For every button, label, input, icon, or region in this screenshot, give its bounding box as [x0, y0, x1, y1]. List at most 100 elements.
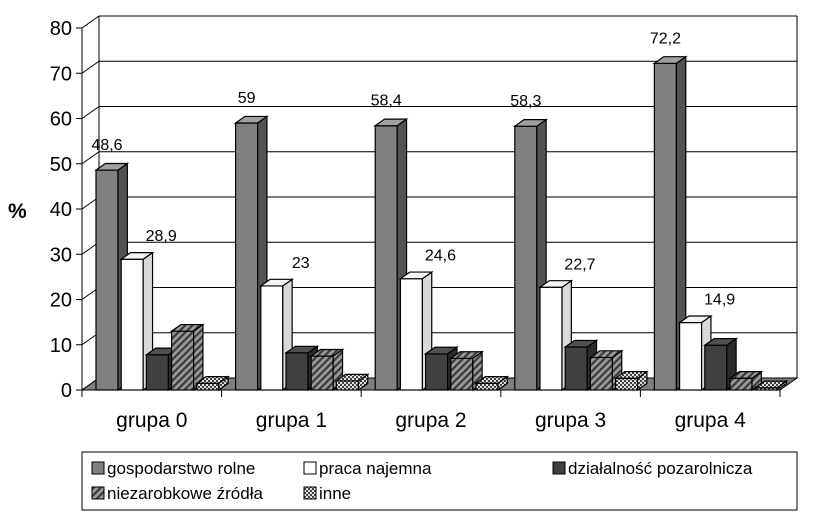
- bar-front: [235, 122, 259, 391]
- y-axis-label: %: [8, 200, 27, 223]
- legend-item: niezarobkowe źródła: [91, 484, 263, 503]
- axes: 0 10 20 30 40 50 60 70 80 grupa 0 grupa 1 grupa 2 gr…: [50, 18, 781, 432]
- legend-swatch: [91, 461, 105, 475]
- bar-top: [284, 345, 320, 354]
- legend-item: działalność pozarolnicza: [552, 459, 753, 478]
- bar: [284, 345, 320, 392]
- legend-label: inne: [319, 484, 351, 503]
- bar: [119, 251, 155, 392]
- bar-top: [474, 376, 510, 384]
- data-labels: 48,6 59 58,4 58,3 72,2 28,9 23 24,6 22,7 14,9: [91, 30, 735, 308]
- bar-front: [145, 354, 169, 391]
- bar-front: [425, 353, 449, 391]
- legend-swatch: [303, 461, 317, 475]
- y-tick-label: 30: [50, 244, 72, 266]
- gridline-side: [81, 106, 100, 119]
- x-tick-label: grupa 2: [395, 409, 466, 432]
- gridline-side: [81, 15, 100, 29]
- data-label: 24,6: [425, 248, 456, 265]
- bar-top: [613, 371, 649, 379]
- legend-label: niezarobkowe źródła: [107, 484, 263, 503]
- data-label: 58,4: [371, 93, 402, 110]
- bar-top: [258, 278, 295, 287]
- bar-front: [704, 344, 728, 391]
- bar-top: [563, 339, 599, 348]
- data-label: 58,3: [510, 93, 541, 110]
- legend-label: praca najemna: [319, 459, 432, 478]
- x-tick-label: grupa 1: [256, 409, 327, 432]
- y-tick-label: 10: [50, 335, 72, 357]
- y-tick-label: 70: [50, 63, 72, 85]
- bar-top: [233, 115, 269, 124]
- bar-front: [678, 321, 703, 391]
- bar-top: [334, 373, 370, 382]
- bar: [194, 375, 231, 392]
- data-label: 28,9: [146, 228, 177, 245]
- bar-front: [614, 377, 639, 391]
- bar-top: [94, 162, 130, 171]
- y-tick-label: 50: [50, 154, 72, 176]
- bar: [373, 117, 409, 392]
- bar-top: [309, 348, 345, 357]
- bar-front: [260, 285, 284, 391]
- legend-label: działalność pozarolnicza: [568, 459, 753, 478]
- data-label: 23: [292, 255, 310, 272]
- bar-front: [120, 258, 144, 391]
- y-tick-label: 40: [50, 199, 72, 221]
- bar-top: [702, 338, 739, 346]
- legend: gospodarstwo rolne praca najemna działalno…: [81, 451, 798, 511]
- gridline-side: [81, 151, 100, 165]
- legend-swatch: [303, 486, 317, 500]
- bar: [334, 373, 370, 392]
- bar-front: [196, 382, 220, 391]
- bar-top: [373, 118, 409, 127]
- bar-top: [119, 252, 155, 260]
- legend-item: praca najemna: [303, 459, 432, 478]
- bar-top: [588, 350, 624, 359]
- bar: [753, 379, 789, 392]
- bar: [677, 314, 713, 392]
- bar-front: [310, 355, 334, 391]
- bar-top: [753, 380, 789, 389]
- bar-top: [652, 56, 688, 64]
- data-label: 59: [238, 90, 256, 107]
- bar-front: [514, 125, 538, 391]
- y-tick-label: 0: [61, 380, 72, 402]
- bar-front: [653, 62, 678, 391]
- y-tick-label: 20: [50, 290, 72, 312]
- bar-front: [564, 346, 588, 391]
- y-tick-label: 80: [50, 18, 72, 40]
- bar-top: [728, 371, 764, 379]
- bar: [233, 115, 269, 392]
- bar-top: [194, 376, 231, 384]
- gridline-side: [81, 60, 100, 74]
- legend-swatch: [91, 486, 105, 500]
- x-tick-label: grupa 3: [535, 409, 606, 432]
- x-tick-label: grupa 0: [116, 409, 187, 432]
- bar-front: [95, 169, 119, 391]
- data-label: 72,2: [650, 30, 681, 47]
- bar-front: [335, 380, 359, 391]
- bar-front: [374, 125, 398, 391]
- bar-top: [423, 346, 459, 355]
- bar-top: [677, 315, 713, 324]
- legend-swatch: [552, 461, 566, 475]
- bars: [94, 55, 789, 392]
- legend-item: gospodarstwo rolne: [91, 459, 255, 478]
- bar-front: [475, 382, 499, 391]
- bar-front: [399, 278, 423, 391]
- legend-item: inne: [303, 484, 351, 503]
- legend-box: [81, 451, 798, 511]
- bar-top: [398, 271, 434, 280]
- bar-front: [539, 286, 563, 391]
- legend-label: gospodarstwo rolne: [107, 459, 255, 478]
- bar: [474, 375, 510, 392]
- bar-front: [589, 356, 614, 391]
- bar-top: [448, 351, 485, 359]
- data-label: 22,7: [564, 256, 595, 273]
- bar: [613, 370, 649, 392]
- bar: [448, 350, 485, 392]
- bar-front: [450, 357, 474, 391]
- bar: [728, 370, 764, 392]
